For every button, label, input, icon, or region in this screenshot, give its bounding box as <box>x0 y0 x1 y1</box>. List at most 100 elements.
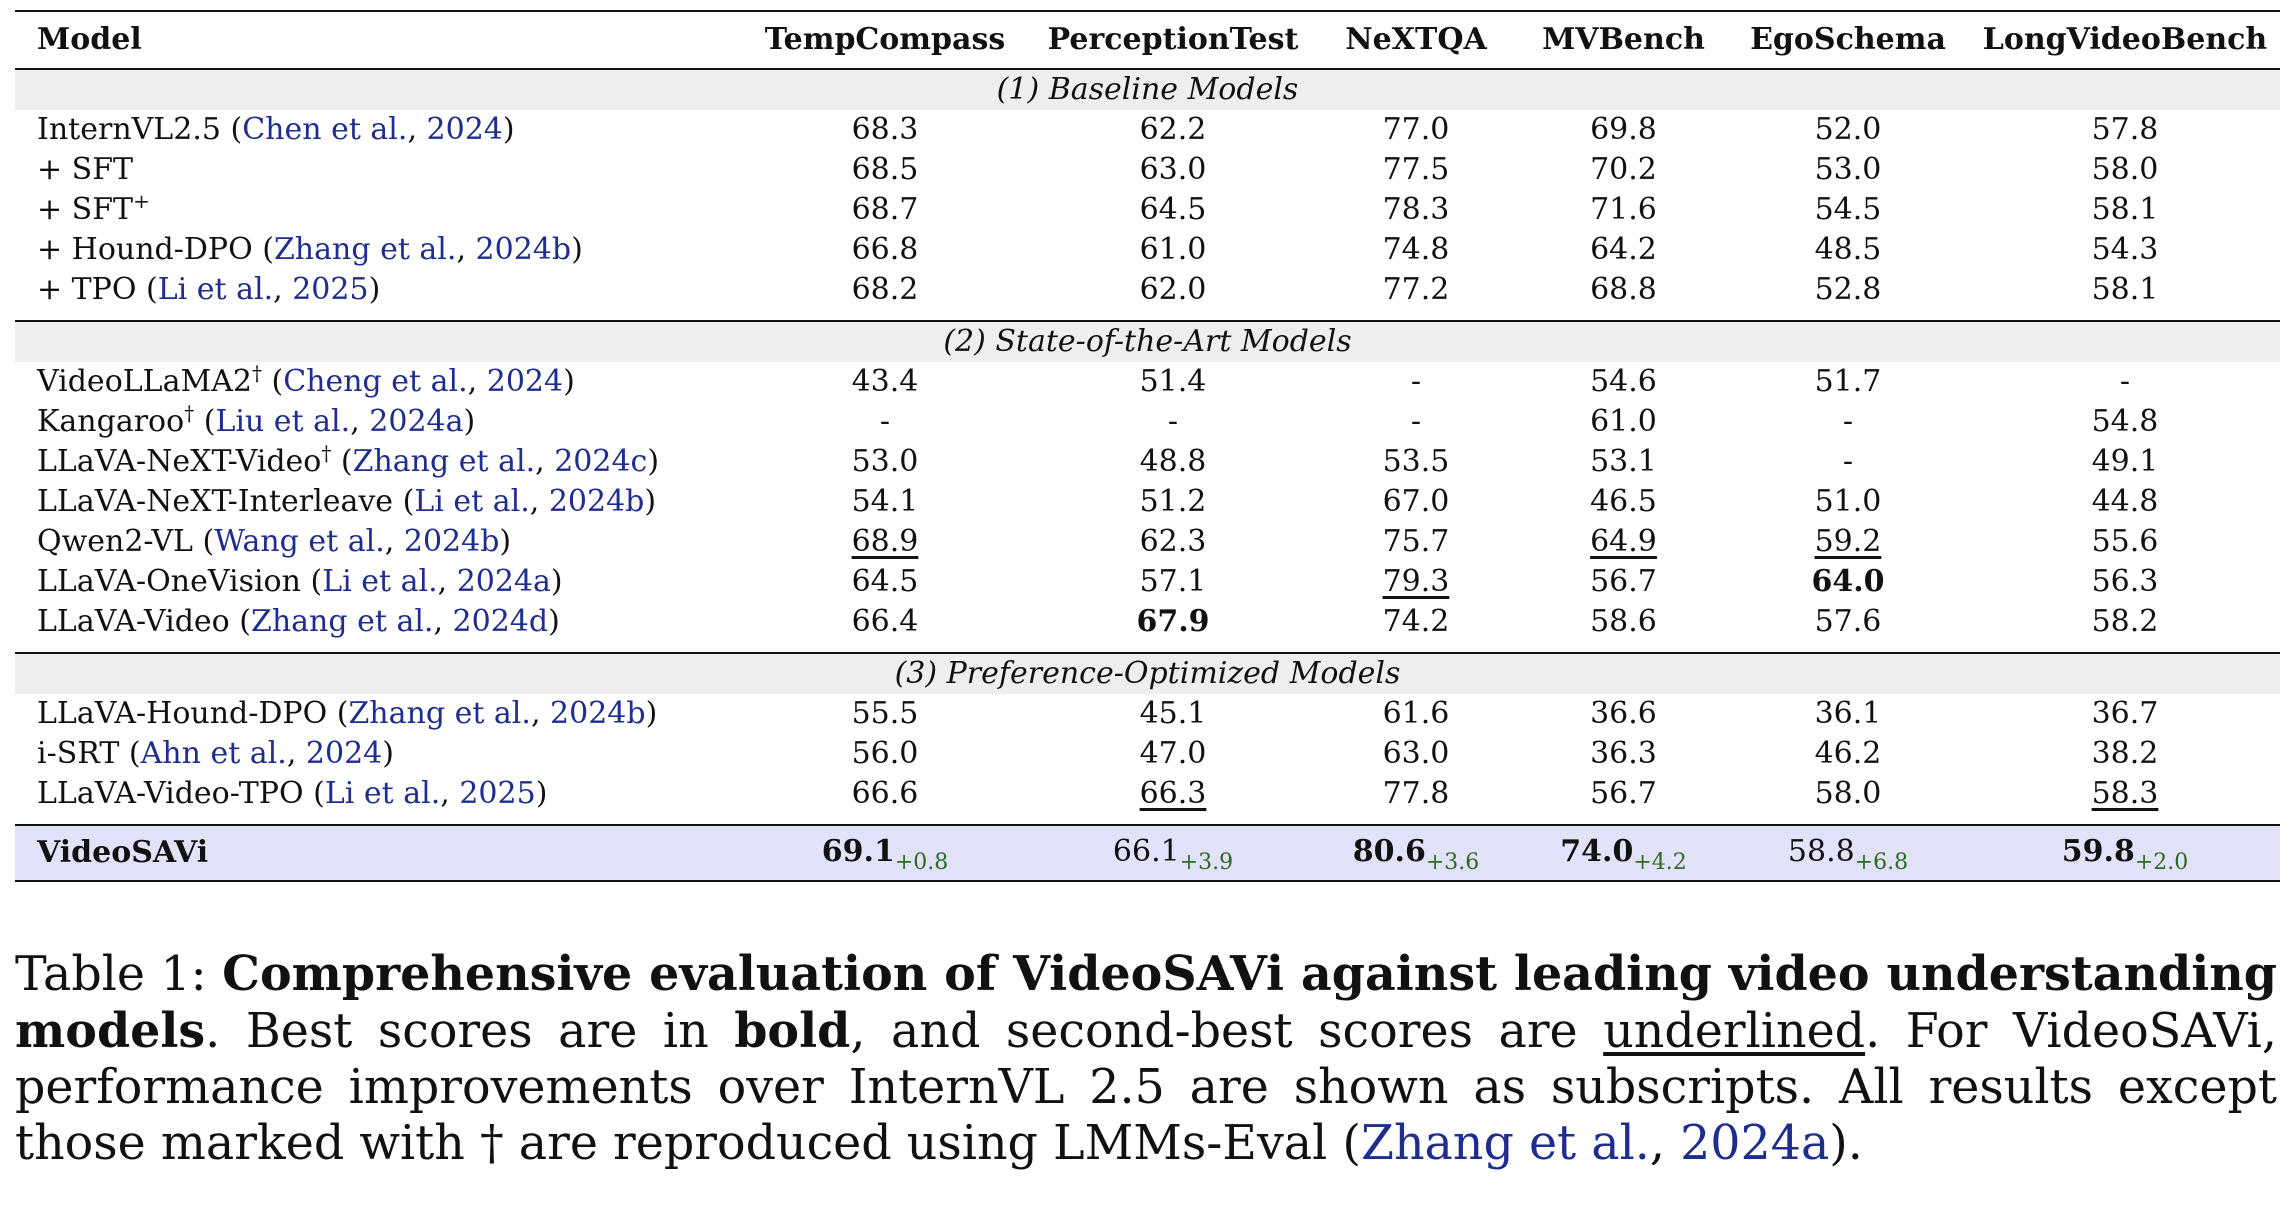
table-row: i-SRT (Ahn et al., 2024) 56.0 47.0 63.0 36.3… <box>15 734 2280 774</box>
citation-link[interactable]: Zhang et al. <box>273 232 457 267</box>
section-title: (1) Baseline Models <box>15 69 2280 110</box>
score-cell: 44.8 <box>1970 482 2280 522</box>
citation-sep: , <box>437 564 457 599</box>
score-cell: - <box>1726 442 1970 482</box>
citation-year-link[interactable]: 2024 <box>305 736 383 771</box>
column-header-longvideobench: LongVideoBench <box>1982 22 2268 57</box>
paren-close: ) <box>563 364 575 399</box>
score-value: 77.8 <box>1382 776 1450 811</box>
citation-link[interactable]: Chen et al. <box>242 112 408 147</box>
score-value: 66.8 <box>851 232 919 267</box>
score-cell: 59.2 <box>1726 522 1970 562</box>
citation-link[interactable]: Zhang et al. <box>250 604 434 639</box>
citation-year-link[interactable]: 2024b <box>403 524 500 559</box>
citation-link[interactable]: Li et al. <box>324 776 441 811</box>
score-cell: 54.3 <box>1970 230 2280 270</box>
score-value: 53.0 <box>851 444 919 479</box>
citation-link[interactable]: Zhang et al. <box>352 444 536 479</box>
header-row: Model TempCompass PerceptionTest NeXTQA … <box>15 11 2280 69</box>
section-title: (2) State-of-the-Art Models <box>15 320 2280 362</box>
section-spacer <box>15 642 2280 653</box>
citation-link[interactable]: Cheng et al. <box>283 364 468 399</box>
paren-close: ) <box>548 604 560 639</box>
paren-open: ( <box>300 564 323 599</box>
score-cell: 67.9 <box>1035 602 1311 642</box>
citation-link[interactable]: Li et al. <box>414 484 530 519</box>
improvement-subscript: +2.0 <box>2134 849 2189 875</box>
citation-link[interactable]: Wang et al. <box>214 524 385 559</box>
model-name: LLaVA-Video <box>37 604 230 639</box>
score-cell: 61.6 <box>1311 694 1521 734</box>
dagger-mark: † <box>251 361 262 385</box>
score-cell: 68.7 <box>735 190 1035 230</box>
column-header-egoschema: EgoSchema <box>1750 22 1946 57</box>
score-value: - <box>2119 364 2131 399</box>
citation-link[interactable]: Li et al. <box>322 564 438 599</box>
score-cell: 46.5 <box>1521 482 1726 522</box>
score-value: 44.8 <box>2091 484 2159 519</box>
score-value: 70.2 <box>1590 152 1657 187</box>
citation-link[interactable]: Liu et al. <box>215 404 351 439</box>
citation-link[interactable]: Zhang et al. <box>348 696 531 731</box>
table-row: Qwen2-VL (Wang et al., 2024b) 68.9 62.3 75.… <box>15 522 2280 562</box>
score-cell: 66.8 <box>735 230 1035 270</box>
videosavi-score: 58.8 <box>1787 833 1855 869</box>
score-value: 58.0 <box>1814 776 1882 811</box>
score-cell: 49.1 <box>1970 442 2280 482</box>
score-value: 77.0 <box>1382 112 1450 147</box>
citation-year-link[interactable]: 2024d <box>452 604 549 639</box>
score-cell: 54.1 <box>735 482 1035 522</box>
score-value: 53.0 <box>1814 152 1882 187</box>
score-value: 66.3 <box>1139 776 1207 811</box>
citation-year-link[interactable]: 2024b <box>548 484 645 519</box>
score-cell: 56.3 <box>1970 562 2280 602</box>
score-value: 59.2 <box>1814 524 1882 559</box>
citation-year-link[interactable]: 2024 <box>486 364 564 399</box>
score-value: 58.3 <box>2091 776 2159 811</box>
score-cell: 54.8 <box>1970 402 2280 442</box>
score-value: 51.4 <box>1139 364 1207 399</box>
score-value: 69.8 <box>1590 112 1657 147</box>
score-cell: 64.5 <box>735 562 1035 602</box>
score-cell: 51.0 <box>1726 482 1970 522</box>
citation-link[interactable]: Li et al. <box>157 272 274 307</box>
paren-open: ( <box>331 444 353 479</box>
model-name-cell: LLaVA-Video-TPO (Li et al., 2025) <box>15 774 735 814</box>
citation-link[interactable]: Ahn et al. <box>140 736 287 771</box>
table-caption: Table 1: Comprehensive evaluation of Vid… <box>15 946 2277 1172</box>
citation-year-link[interactable]: 2024b <box>550 696 646 731</box>
videosavi-score: 74.0 <box>1560 833 1634 869</box>
paren-open: ( <box>327 696 349 731</box>
citation-year-link[interactable]: 2024b <box>475 232 572 267</box>
caption-citation-link[interactable]: Zhang et al. <box>1360 1116 1650 1171</box>
score-value: 64.9 <box>1590 524 1657 559</box>
caption-citation-year-link[interactable]: 2024a <box>1680 1116 1830 1171</box>
table-row: LLaVA-Video-TPO (Li et al., 2025) 66.6 66.… <box>15 774 2280 814</box>
citation-year-link[interactable]: 2024a <box>456 564 551 599</box>
score-value: 61.6 <box>1382 696 1450 731</box>
score-cell: 36.7 <box>1970 694 2280 734</box>
column-header-nextqa: NeXTQA <box>1345 22 1487 57</box>
paren-open: ( <box>192 524 215 559</box>
citation-year-link[interactable]: 2024c <box>554 444 648 479</box>
score-cell: - <box>1970 362 2280 402</box>
model-name-cell: Qwen2-VL (Wang et al., 2024b) <box>15 522 735 562</box>
score-value: 63.0 <box>1382 736 1450 771</box>
score-cell: 51.2 <box>1035 482 1311 522</box>
model-name: Qwen2-VL <box>37 524 193 559</box>
score-cell: 78.3 <box>1311 190 1521 230</box>
score-value: 48.5 <box>1814 232 1882 267</box>
score-value: 77.5 <box>1382 152 1450 187</box>
section-title: (3) Preference-Optimized Models <box>15 652 2280 694</box>
score-value: 57.8 <box>2091 112 2159 147</box>
score-cell: 69.8 <box>1521 110 1726 150</box>
citation-year-link[interactable]: 2025 <box>292 272 369 307</box>
citation-year-link[interactable]: 2025 <box>459 776 536 811</box>
citation-sep: , <box>350 404 370 439</box>
score-cell: 61.0 <box>1035 230 1311 270</box>
score-value: 57.6 <box>1814 604 1882 639</box>
citation-year-link[interactable]: 2024 <box>426 112 503 147</box>
model-name-cell: + SFT+ <box>15 190 735 230</box>
citation-year-link[interactable]: 2024a <box>369 404 464 439</box>
score-cell: 66.6 <box>735 774 1035 814</box>
